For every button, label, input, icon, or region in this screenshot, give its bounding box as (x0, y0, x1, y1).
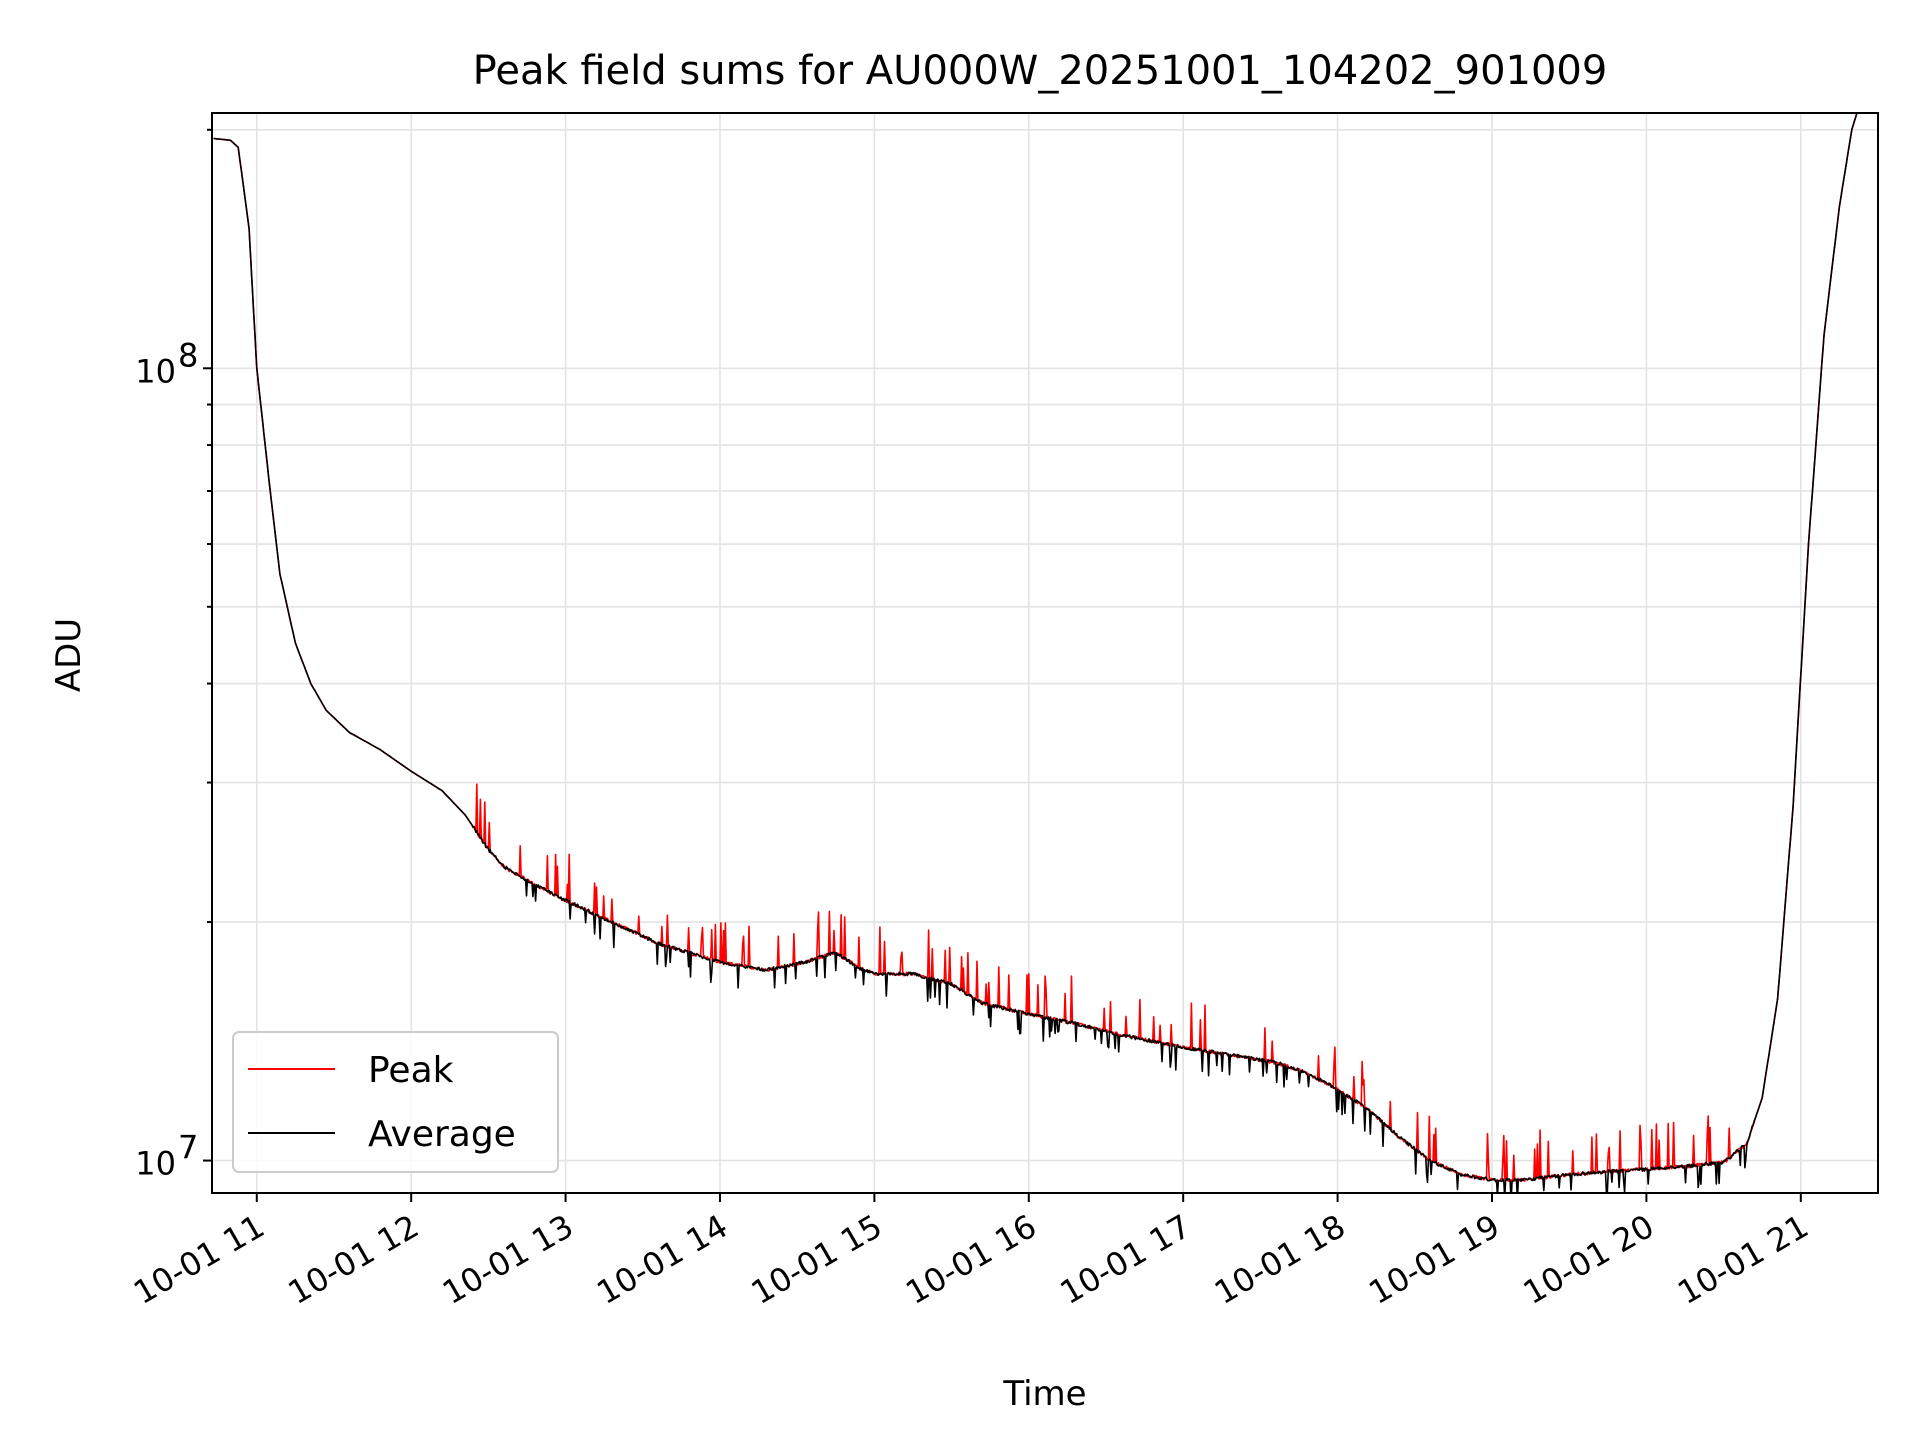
legend-average-label: Average (368, 1114, 516, 1155)
y-axis-label: ADU (49, 618, 89, 692)
series-layer (213, 113, 1858, 1193)
grid (212, 113, 1878, 1193)
legend-box (232, 1031, 559, 1173)
y-tick-exponent: 8 (178, 336, 198, 374)
x-axis-label: Time (1002, 1374, 1086, 1414)
y-tick-label: 10 (135, 352, 176, 390)
series-average-line (213, 113, 1858, 1193)
chart-title: Peak field sums for AU000W_20251001_1042… (473, 48, 1608, 94)
plot-frame (211, 112, 1879, 1194)
y-tick-exponent: 7 (178, 1129, 198, 1167)
legend-peak-label: Peak (368, 1050, 454, 1091)
legend: Peak Average (232, 1031, 559, 1173)
y-tick-label: 10 (135, 1145, 176, 1183)
